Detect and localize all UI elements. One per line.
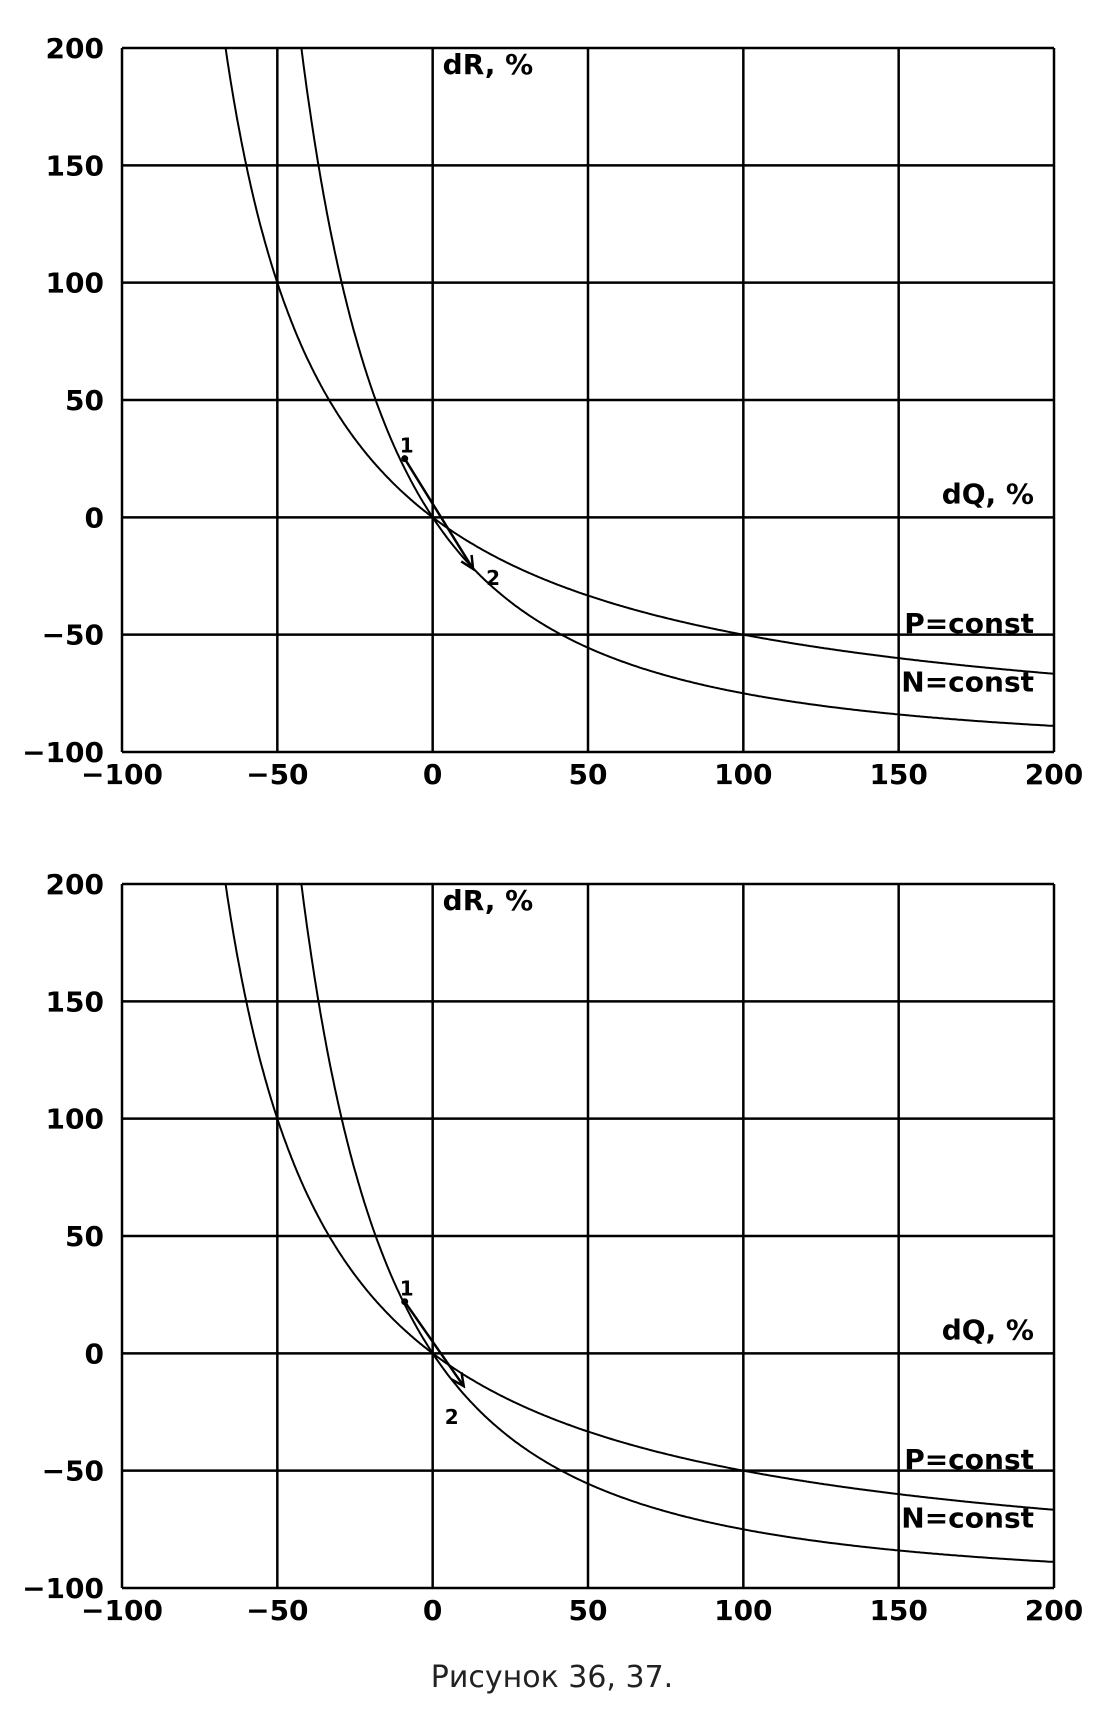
y-tick-label: −100 [22, 736, 104, 769]
x-tick-label: 0 [423, 1594, 442, 1627]
point-2-label: 2 [486, 566, 500, 590]
series-label-n-const: N=const [901, 666, 1034, 699]
chart-bottom: −100 −50 0 50 100 150 200 200 150 100 50 0 −50 −100 dR… [22, 868, 1083, 1627]
y-tick-label: 0 [85, 501, 104, 534]
x-tick-label: 200 [1025, 758, 1083, 791]
series-label-n-const: N=const [901, 1502, 1034, 1535]
y-tick-label: 100 [46, 267, 104, 300]
series-line-n-const [300, 48, 1054, 727]
point-1-label: 1 [400, 1277, 414, 1301]
y-tick-label: 200 [46, 868, 104, 901]
chart-top: −100 −50 0 50 100 150 200 200 150 100 50 0 −50 −100 dR… [22, 32, 1083, 791]
point-1-label: 1 [400, 434, 414, 458]
x-tick-label: 50 [569, 1594, 608, 1627]
y-tick-label: 50 [65, 1220, 104, 1253]
x-tick-label: 100 [714, 758, 772, 791]
y-axis-label: dR, % [443, 884, 534, 917]
x-tick-label: −50 [246, 1594, 308, 1627]
series-line-n-const [300, 884, 1054, 1563]
y-axis-label: dR, % [443, 48, 534, 81]
transition-arrow [403, 1300, 465, 1387]
point-1-marker [401, 1298, 409, 1306]
point-2-label: 2 [445, 1405, 459, 1429]
y-tick-label: −50 [42, 1455, 104, 1488]
y-tick-label: 150 [46, 149, 104, 182]
y-tick-label: −100 [22, 1572, 104, 1605]
x-tick-label: 50 [569, 758, 608, 791]
y-tick-label: 0 [85, 1337, 104, 1370]
x-tick-label: 200 [1025, 1594, 1083, 1627]
transition-arrow [403, 458, 475, 570]
x-axis-label: dQ, % [942, 477, 1034, 510]
y-tick-label: 150 [46, 985, 104, 1018]
series-line-p-const [224, 884, 1054, 1511]
series-label-p-const: P=const [904, 607, 1034, 640]
transition-arrow-head [460, 554, 475, 572]
x-tick-label: −100 [81, 1594, 163, 1627]
transition-arrow-head [450, 1372, 466, 1389]
x-tick-label: 100 [714, 1594, 772, 1627]
x-tick-label: −50 [246, 758, 308, 791]
y-tick-label: 50 [65, 384, 104, 417]
series-line-p-const [224, 48, 1054, 675]
x-axis-label: dQ, % [942, 1313, 1034, 1346]
x-tick-label: 150 [869, 758, 927, 791]
y-tick-label: 100 [46, 1103, 104, 1136]
y-tick-label: 200 [46, 32, 104, 65]
x-tick-label: 150 [869, 1594, 927, 1627]
y-tick-label: −50 [42, 619, 104, 652]
x-tick-label: −100 [81, 758, 163, 791]
x-tick-label: 0 [423, 758, 442, 791]
series-label-p-const: P=const [904, 1443, 1034, 1476]
figure-caption: Рисунок 36, 37. [430, 1660, 674, 1695]
point-1-marker [401, 455, 409, 463]
